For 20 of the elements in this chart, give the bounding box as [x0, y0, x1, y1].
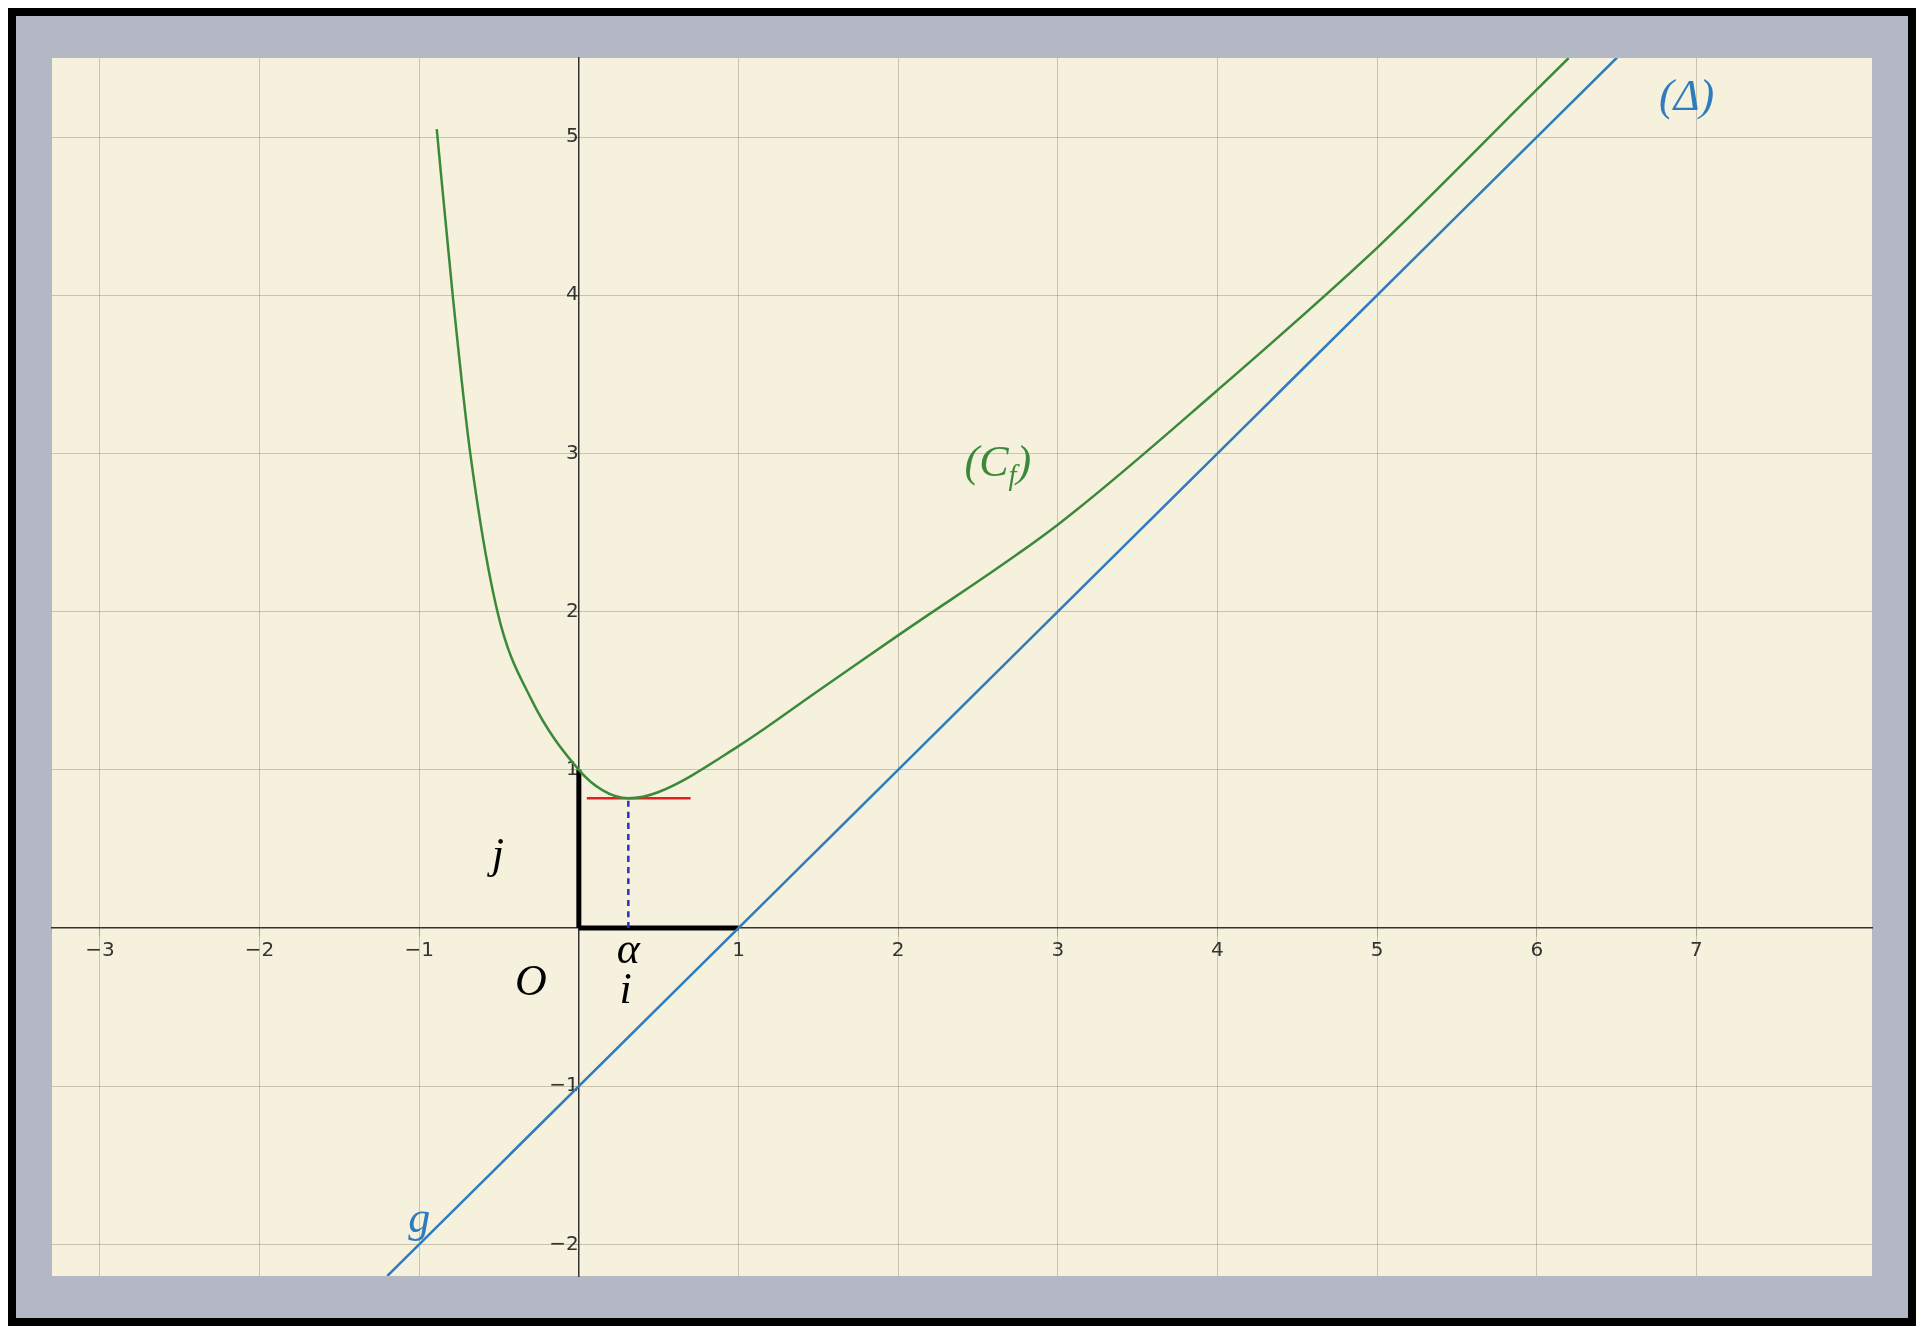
- y-tick-label: 5: [566, 123, 579, 148]
- y-tick-label: 3: [566, 439, 579, 464]
- x-tick-label: 6: [1530, 937, 1544, 962]
- y-tick-label: −2: [549, 1230, 579, 1255]
- x-tick-label: 1: [732, 937, 745, 962]
- series-label: (Δ): [1659, 70, 1715, 120]
- x-tick-label: 7: [1690, 937, 1703, 962]
- annotation: g: [408, 1193, 431, 1243]
- annotation: O: [515, 955, 547, 1005]
- x-tick-label: 3: [1051, 937, 1065, 962]
- x-tick-label: 4: [1211, 937, 1224, 962]
- y-tick-label: 4: [566, 281, 579, 306]
- x-tick-label: −2: [244, 937, 275, 962]
- x-tick-label: 2: [891, 937, 905, 962]
- y-tick-label: −1: [549, 1072, 579, 1097]
- y-tick-label: 2: [566, 597, 579, 622]
- annotation: j⃗: [486, 829, 539, 879]
- x-tick-label: 5: [1370, 937, 1384, 962]
- x-tick-label: −1: [404, 937, 434, 962]
- x-tick-label: −3: [85, 937, 115, 962]
